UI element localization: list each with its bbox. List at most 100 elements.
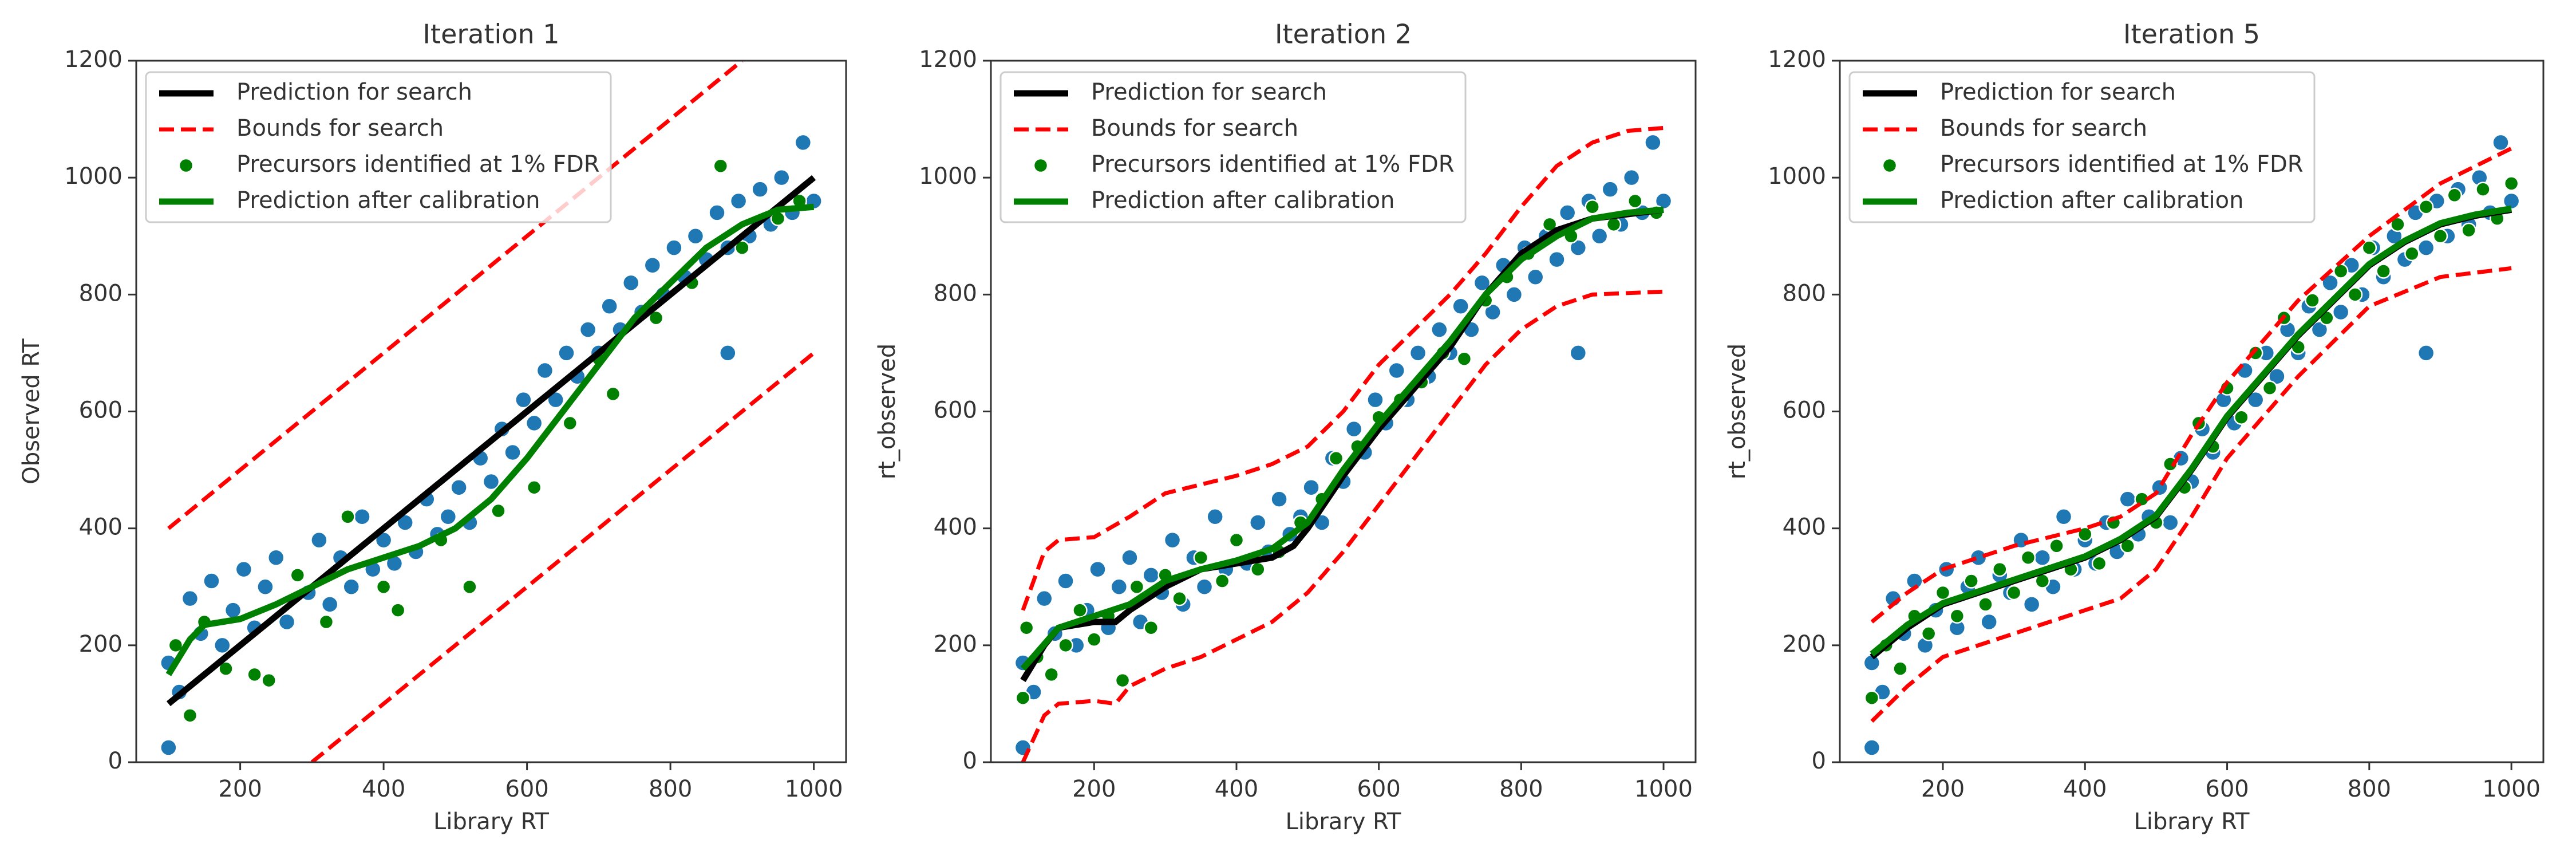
legend-label: Precursors identified at 1% FDR [1940,151,2304,178]
legend-label: Prediction for search [236,79,472,105]
library-point [558,344,575,362]
y-tick-label: 1000 [919,163,977,190]
library-point [1206,508,1224,526]
identified-point [376,579,392,594]
library-point [2119,490,2137,508]
identified-point [605,386,621,402]
identified-point [2361,240,2377,255]
library-point [1163,531,1182,549]
y-tick-label: 0 [963,748,977,774]
subplot: Iteration 1 Library RT Observed RT 200 400 60… [18,19,847,835]
identified-point [1228,532,1244,548]
legend-label: Bounds for search [1091,115,1298,141]
library-point [1590,227,1609,245]
legend-label: Bounds for search [1940,115,2147,141]
identified-point [713,158,729,174]
x-axis-label: Library RT [433,809,549,835]
library-point [2033,549,2052,566]
library-point [2162,514,2179,531]
identified-point [1143,620,1159,636]
library-point [2417,239,2435,257]
legend-marker [1882,157,1898,174]
x-tick-label: 600 [2205,776,2249,802]
library-point [1622,168,1641,187]
x-tick-label: 1000 [785,776,843,802]
subplot: Iteration 5 Library RT rt_observed 200 400 60… [1724,19,2545,835]
legend-box [145,71,612,223]
library-point [1484,303,1502,321]
y-axis-label: Observed RT [18,338,45,484]
library-point [2417,344,2435,362]
x-tick-label: 200 [1921,776,1965,802]
identified-point [1921,626,1937,641]
library-point [203,572,220,590]
x-tick-label: 400 [1215,776,1258,802]
identified-point [1627,193,1643,209]
library-point [1569,344,1587,362]
library-point [1654,192,1673,210]
library-point [1569,239,1587,257]
identified-point [2376,263,2391,279]
legend-label: Precursors identified at 1% FDR [236,151,600,178]
library-point [729,192,748,210]
subplot-title: Iteration 1 [422,19,559,50]
prediction-line [165,203,815,676]
identified-point [462,579,477,594]
identified-point [318,614,334,630]
library-point [1302,478,1320,497]
library-point [181,589,199,608]
legend-label: Prediction after calibration [236,187,540,214]
library-point [1142,566,1160,584]
identified-point [1949,608,1965,624]
library-point [2321,274,2339,292]
y-tick-label: 800 [934,280,977,306]
subplot: Iteration 2 Library RT rt_observed 200 400 60… [874,19,1697,835]
library-point [235,560,253,578]
library-point [214,636,231,655]
identified-point [1935,585,1951,601]
identified-point [1129,579,1145,594]
identified-point [648,310,664,326]
library-point [321,596,339,613]
library-point [1505,286,1523,304]
identified-point [2418,199,2434,215]
library-point [525,414,543,432]
library-point [1548,250,1566,269]
library-point [2055,508,2073,526]
library-point [1409,344,1427,362]
library-point [160,739,177,756]
identified-point [1044,667,1059,683]
prediction-line [166,175,816,707]
y-tick-label: 200 [79,631,123,657]
library-point [1431,321,1448,338]
identified-point [1963,573,1979,589]
y-axis-label: rt_observed [874,344,900,480]
identified-point [1992,561,2008,577]
legend-box [1848,71,2316,223]
library-point [256,578,274,596]
library-point [310,531,328,549]
prediction-line [1020,206,1664,671]
identified-point [526,479,542,495]
library-point [224,601,242,619]
library-point [665,239,683,257]
library-point [579,321,597,338]
identified-point [2262,380,2278,396]
identified-point [168,637,184,653]
library-point [686,227,705,245]
identified-point [2347,287,2363,302]
identified-point [1015,690,1031,706]
x-tick-label: 600 [505,776,548,802]
identified-point [2049,538,2064,554]
library-point [536,361,554,380]
subplot-title: Iteration 5 [2123,19,2260,50]
library-point [353,508,371,526]
y-tick-label: 800 [79,280,123,306]
identified-point [2091,555,2107,572]
identified-point [1864,690,1880,706]
library-point [1249,514,1267,531]
y-tick-label: 400 [1783,514,1826,541]
library-point [643,257,662,274]
identified-point [562,415,578,431]
